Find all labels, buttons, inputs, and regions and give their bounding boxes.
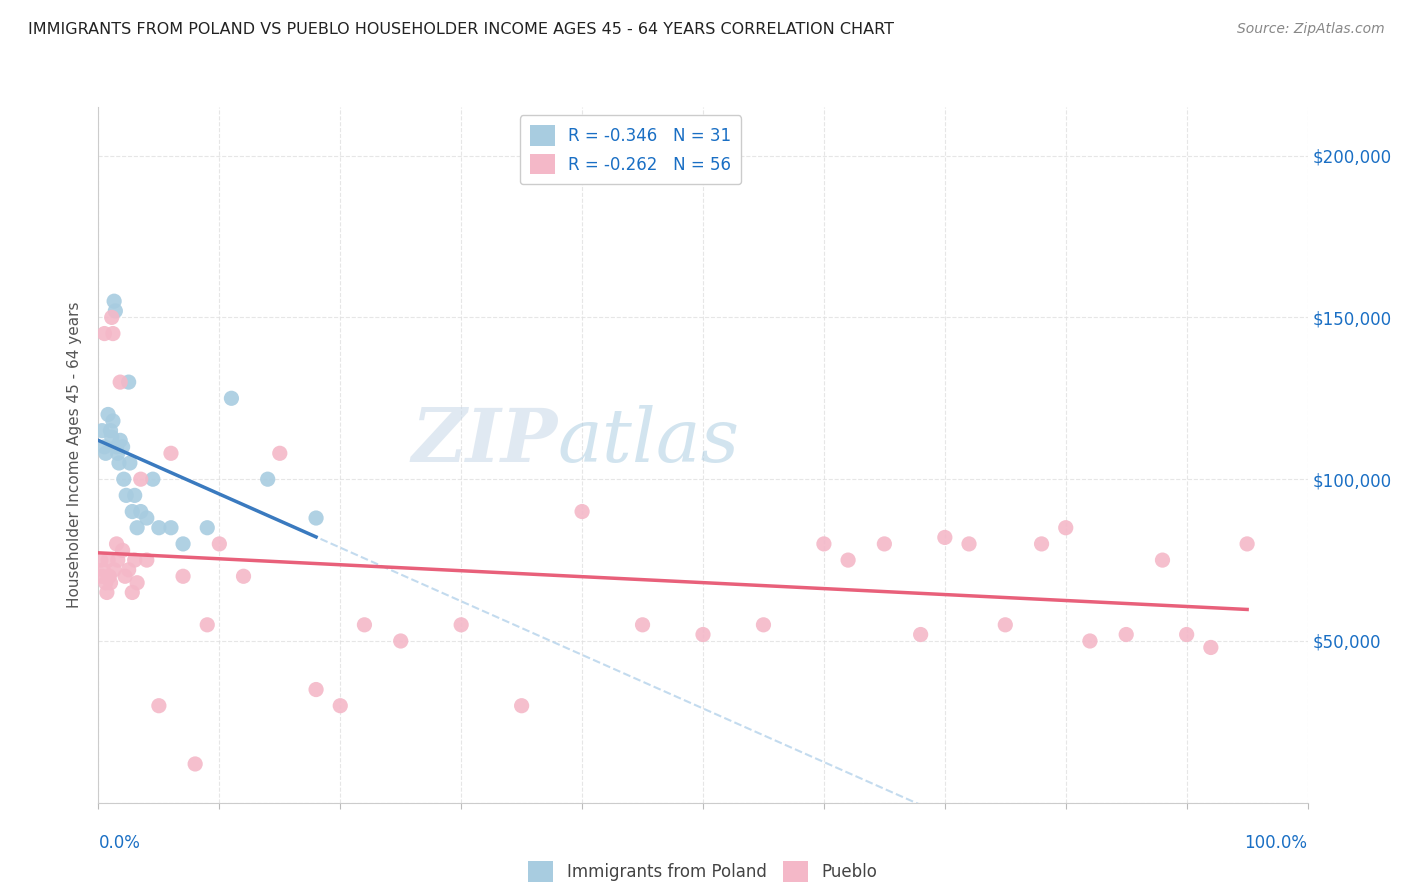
Point xyxy=(873,537,896,551)
Point xyxy=(450,617,472,632)
Point xyxy=(91,569,114,583)
Point xyxy=(98,569,121,583)
Point xyxy=(256,472,278,486)
Point xyxy=(93,326,115,341)
Point xyxy=(571,504,593,518)
Point xyxy=(195,617,218,632)
Point xyxy=(305,682,328,697)
Point xyxy=(121,504,143,518)
Text: Source: ZipAtlas.com: Source: ZipAtlas.com xyxy=(1237,22,1385,37)
Point xyxy=(101,326,124,341)
Text: ZIP: ZIP xyxy=(412,405,558,477)
Point xyxy=(108,456,131,470)
Point xyxy=(1236,537,1258,551)
Point xyxy=(101,414,124,428)
Point xyxy=(124,488,146,502)
Point xyxy=(124,553,146,567)
Point xyxy=(100,430,122,444)
Point xyxy=(100,310,122,325)
Point xyxy=(148,521,170,535)
Point xyxy=(631,617,654,632)
Point xyxy=(118,456,141,470)
Point xyxy=(135,511,157,525)
Point xyxy=(97,553,120,567)
Point xyxy=(1054,521,1077,535)
Point xyxy=(107,446,129,460)
Point xyxy=(1199,640,1222,655)
Point xyxy=(353,617,375,632)
Point xyxy=(94,575,117,590)
Point xyxy=(329,698,352,713)
Point xyxy=(1078,634,1101,648)
Point xyxy=(105,440,128,454)
Point xyxy=(172,537,194,551)
Point xyxy=(103,294,125,309)
Point xyxy=(91,563,114,577)
Point xyxy=(118,375,141,389)
Point xyxy=(112,472,135,486)
Point xyxy=(208,537,231,551)
Point xyxy=(994,617,1017,632)
Point xyxy=(104,304,127,318)
Point xyxy=(127,521,149,535)
Point xyxy=(1115,627,1137,641)
Point xyxy=(1175,627,1198,641)
Point xyxy=(142,472,165,486)
Point xyxy=(135,553,157,567)
Point xyxy=(94,446,117,460)
Point xyxy=(813,537,835,551)
Point xyxy=(510,698,533,713)
Text: 100.0%: 100.0% xyxy=(1244,834,1308,852)
Point xyxy=(837,553,859,567)
Point xyxy=(934,531,956,545)
Point xyxy=(93,440,115,454)
Point xyxy=(111,440,134,454)
Point xyxy=(91,424,114,438)
Legend: Immigrants from Poland, Pueblo: Immigrants from Poland, Pueblo xyxy=(522,855,884,888)
Point xyxy=(114,569,136,583)
Point xyxy=(910,627,932,641)
Point xyxy=(118,563,141,577)
Text: IMMIGRANTS FROM POLAND VS PUEBLO HOUSEHOLDER INCOME AGES 45 - 64 YEARS CORRELATI: IMMIGRANTS FROM POLAND VS PUEBLO HOUSEHO… xyxy=(28,22,894,37)
Point xyxy=(96,585,118,599)
Point xyxy=(1031,537,1053,551)
Point xyxy=(108,434,131,448)
Point xyxy=(90,553,112,567)
Text: 0.0%: 0.0% xyxy=(98,834,141,852)
Point xyxy=(127,575,149,590)
Text: atlas: atlas xyxy=(558,405,740,477)
Point xyxy=(305,511,328,525)
Point xyxy=(129,472,152,486)
Y-axis label: Householder Income Ages 45 - 64 years: Householder Income Ages 45 - 64 years xyxy=(67,301,83,608)
Point xyxy=(148,698,170,713)
Point xyxy=(100,424,122,438)
Point xyxy=(160,521,183,535)
Point xyxy=(105,537,128,551)
Point xyxy=(184,756,207,771)
Point xyxy=(172,569,194,583)
Point xyxy=(115,488,138,502)
Point xyxy=(103,563,125,577)
Point xyxy=(195,521,218,535)
Point xyxy=(232,569,254,583)
Point xyxy=(389,634,412,648)
Point xyxy=(129,504,152,518)
Point xyxy=(752,617,775,632)
Point xyxy=(160,446,183,460)
Point xyxy=(107,553,129,567)
Point xyxy=(108,375,131,389)
Point xyxy=(221,392,243,406)
Point xyxy=(111,543,134,558)
Point xyxy=(269,446,291,460)
Point xyxy=(957,537,980,551)
Point xyxy=(97,408,120,422)
Point xyxy=(100,575,122,590)
Point xyxy=(692,627,714,641)
Point xyxy=(121,585,143,599)
Point xyxy=(1152,553,1174,567)
